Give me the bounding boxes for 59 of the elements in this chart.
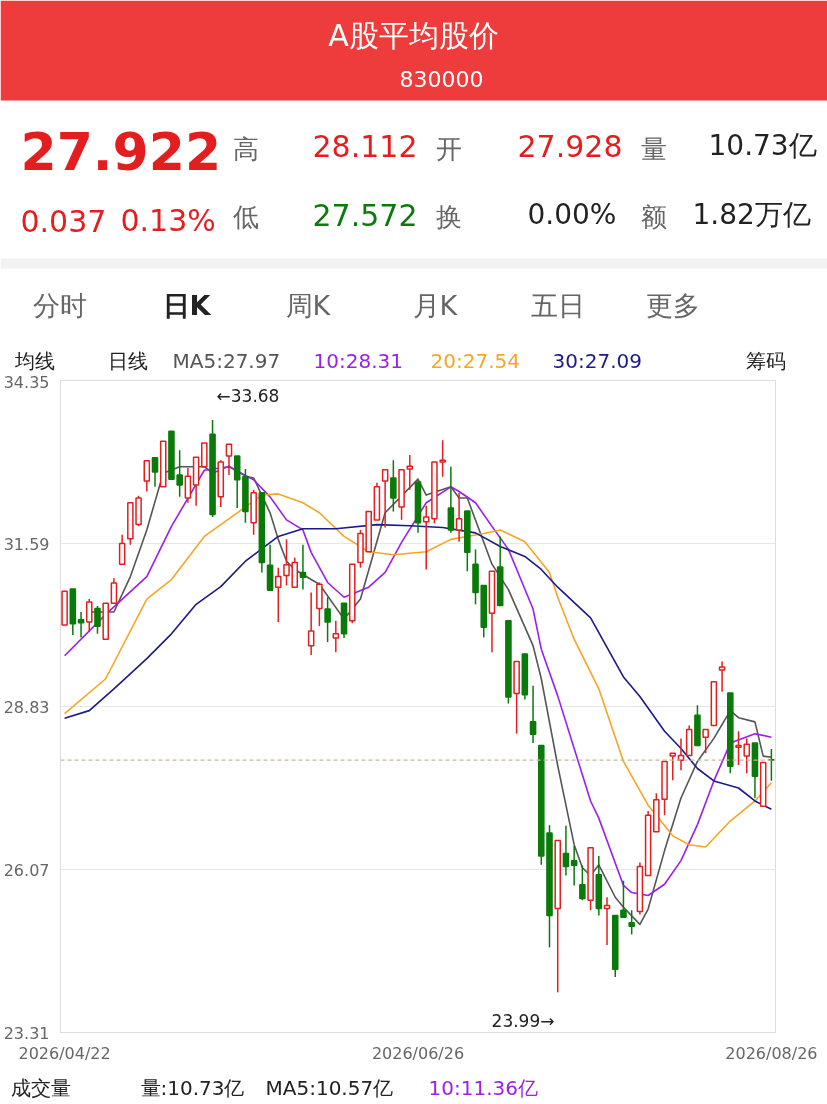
annotation: 23.99→: [491, 1010, 555, 1031]
text: 五日: [530, 290, 585, 321]
annotation: ←33.68: [216, 385, 280, 406]
text: MA5:27.97: [172, 348, 281, 373]
text: 月K: [412, 290, 459, 321]
line-series: [63, 493, 773, 848]
chart-title: A股平均股价: [328, 18, 499, 53]
y-tick-label: 28.83: [3, 697, 50, 717]
candlestick: [299, 543, 307, 591]
text: 1.82万亿: [692, 198, 811, 231]
chart-subtitle: 830000: [399, 66, 484, 92]
text: 日K: [162, 290, 212, 321]
text: 周K: [285, 290, 332, 321]
candlestick: [455, 491, 463, 543]
text: 0.13%: [120, 203, 216, 238]
candlestick: [595, 855, 603, 917]
text: 高: [232, 133, 259, 164]
text: 27.572: [312, 197, 418, 233]
text: MA5:10.57亿: [265, 1075, 394, 1100]
candlestick: [570, 845, 578, 887]
text: 30:27.09: [552, 348, 642, 373]
text: 开: [435, 133, 462, 164]
text: 0.00%: [527, 198, 617, 231]
text: 27.922: [20, 121, 222, 182]
text: 换: [435, 201, 462, 232]
text: 27.928: [517, 128, 623, 164]
candlestick: [307, 591, 315, 656]
candlestick: [184, 467, 192, 504]
text: 更多: [645, 290, 700, 321]
text: 分时: [32, 290, 87, 321]
text: 10:28.31: [313, 348, 403, 373]
text: 成交量: [10, 1075, 71, 1100]
y-tick-label: 26.07: [3, 860, 50, 880]
x-tick-label: 2026/04/22: [18, 1043, 111, 1063]
candlestick: [562, 825, 570, 877]
text: 均线: [13, 348, 55, 373]
candlestick: [332, 620, 340, 653]
text: 10.73亿: [708, 129, 817, 162]
candlestick: [529, 685, 537, 744]
candlestick: [406, 454, 414, 491]
text: 量:10.73亿: [140, 1075, 245, 1100]
y-tick-label: 23.31: [3, 1023, 50, 1043]
candlestick: [447, 465, 455, 534]
candlestick: [718, 660, 726, 693]
text: 低: [232, 201, 259, 232]
y-tick-label: 34.35: [3, 372, 50, 392]
text: 额: [640, 201, 667, 232]
text: 28.112: [312, 128, 418, 164]
line-series: [63, 523, 773, 811]
text: 20:27.54: [430, 348, 520, 373]
y-tick-label: 31.59: [3, 534, 50, 554]
text: 量: [640, 133, 667, 164]
text: 10:11.36亿: [428, 1075, 538, 1100]
x-tick-label: 2026/08/26: [725, 1043, 818, 1063]
text: 0.037: [20, 203, 107, 239]
candlestick: [636, 861, 644, 916]
text: 筹码: [745, 348, 786, 373]
x-tick-label: 2026/06/26: [371, 1043, 465, 1063]
text: 日线: [107, 348, 148, 373]
